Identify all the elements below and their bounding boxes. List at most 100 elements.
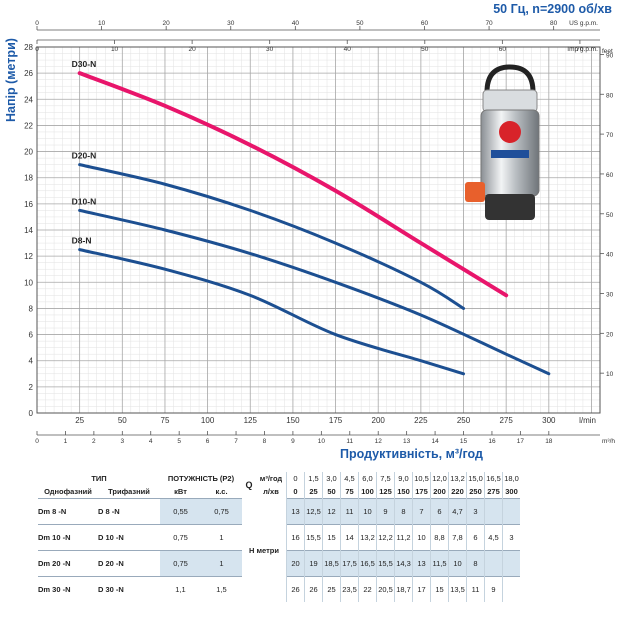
x2-tick-label: 11 [346,438,353,445]
series-line [78,248,466,376]
head-value-cell [502,498,520,525]
x2-tick-label: 15 [460,438,468,445]
head-value-cell [502,550,520,577]
table-header-head: H метри [249,545,279,555]
x-tick-label: 225 [414,416,428,425]
imp-gpm-tick-label: 0 [35,46,39,53]
flow-lmin-cell: 125 [376,485,395,499]
feet-tick-label: 20 [606,331,614,338]
table-row: Dm 10 -N D 10 -N 0,75 1 16 15,5 15 14 13,2 12,2 11… [38,524,520,551]
flow-lmin-cell: 50 [322,485,341,499]
x-unit-label: l/min [579,416,596,425]
head-value-cell [484,550,503,577]
y-tick-label: 10 [24,278,33,287]
power-hp-cell: 0,75 [201,498,242,525]
imp-gpm-tick-label: 20 [189,46,197,53]
series-label: D10-N [72,196,97,206]
chart-subtitle: 50 Гц, n=2900 об/хв [493,2,612,16]
head-value-cell: 12 [322,498,341,525]
us-gpm-tick-label: 0 [35,20,39,27]
model-single-cell: Dm 20 -N [38,550,98,577]
us-gpm-tick-label: 30 [227,20,235,27]
imp-gpm-tick-label: 60 [499,46,507,53]
series-label: D20-N [72,151,97,161]
head-value-cell: 7 [412,498,431,525]
feet-tick-label: 80 [606,92,614,99]
y-tick-label: 2 [29,383,34,392]
us-gpm-tick-label: 80 [550,20,558,27]
imp-gpm-unit: Imp g.p.m. [567,46,598,53]
table-header-kw: кВт [174,487,187,496]
y-tick-label: 26 [24,69,33,78]
us-gpm-tick-label: 60 [421,20,429,27]
head-value-cell: 12,2 [376,524,395,551]
head-value-cell: 16,5 [358,550,377,577]
x-tick-label: 275 [499,416,513,425]
x-tick-label: 50 [118,416,127,425]
head-value-cell: 13 [286,498,305,525]
head-value-cell: 10 [448,550,467,577]
series-line [78,163,466,310]
power-kw-cell: 0,55 [160,498,201,525]
flow-lmin-cell: 150 [394,485,413,499]
x2-tick-label: 9 [291,438,295,445]
flow-lmin-cell: 220 [448,485,467,499]
model-single-cell: Dm 30 -N [38,576,98,602]
model-three-cell: D 20 -N [98,550,160,577]
x2-tick-label: 10 [318,438,326,445]
flow-lmin-cell: 75 [340,485,359,499]
x2-tick-label: 16 [488,438,496,445]
y-tick-label: 4 [29,357,34,366]
flow-lmin-cell: 250 [466,485,485,499]
head-value-cell: 3 [502,524,520,551]
flow-lmin-cell: 100 [358,485,377,499]
pump-image [465,64,540,220]
head-value-cell: 18,5 [322,550,341,577]
head-value-cell: 11 [340,498,359,525]
x2-tick-label: 17 [517,438,525,445]
head-value-cell: 12,5 [304,498,323,525]
head-value-cell: 23,5 [340,576,359,602]
table-row: Dm 8 -N D 8 -N 0,55 0,75 H метри 13 12,5 12 11 10… [38,498,520,555]
feet-unit: feet [602,48,613,55]
head-value-cell: 22 [358,576,377,602]
y-tick-label: 18 [24,174,33,183]
y-tick-label: 28 [24,43,33,52]
table-header-single: Однофазний [44,487,92,496]
flow-m3h-cell: 13,2 [448,472,467,485]
x-tick-label: 75 [161,416,170,425]
flow-lmin-cell: 0 [286,485,305,499]
model-single-cell: Dm 10 -N [38,524,98,551]
head-value-cell: 19 [304,550,323,577]
x-tick-label: 250 [457,416,471,425]
model-three-cell: D 30 -N [98,576,160,602]
series-label: D30-N [72,59,97,69]
power-kw-cell: 0,75 [160,550,201,577]
x2-tick-label: 18 [545,438,553,445]
head-value-cell [502,576,520,602]
head-value-cell: 8,8 [430,524,449,551]
power-kw-cell: 0,75 [160,524,201,551]
head-value-cell: 15 [430,576,449,602]
y-tick-label: 0 [29,409,34,418]
flow-lmin-cell: 200 [430,485,449,499]
head-value-cell: 4,7 [448,498,467,525]
us-gpm-tick-label: 10 [98,20,106,27]
imp-gpm-tick-label: 70 [576,46,584,53]
x2-tick-label: 2 [92,438,96,445]
table-row: Dm 30 -N D 30 -N 1,1 1,5 26 26 25 23,5 22 20,5 18,… [38,576,520,602]
x-tick-label: 175 [329,416,343,425]
y-tick-label: 6 [29,331,34,340]
y-tick-label: 16 [24,200,33,209]
x-tick-label: 150 [286,416,300,425]
head-value-cell: 17 [412,576,431,602]
flow-lmin-cell: 300 [502,485,520,499]
head-value-cell: 10 [412,524,431,551]
table-header-lmin: л/хв [263,487,279,497]
flow-lmin-cell: 25 [304,485,323,499]
head-value-cell [484,498,503,525]
table-header-power: ПОТУЖНІСТЬ (P2) [167,474,235,483]
us-gpm-tick-label: 20 [163,20,171,27]
power-hp-cell: 1 [201,550,242,577]
